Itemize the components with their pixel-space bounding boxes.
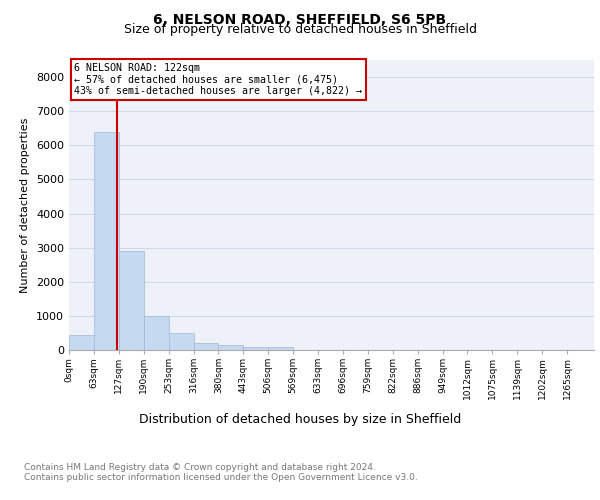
Text: 6 NELSON ROAD: 122sqm
← 57% of detached houses are smaller (6,475)
43% of semi-d: 6 NELSON ROAD: 122sqm ← 57% of detached …: [74, 63, 362, 96]
Text: Distribution of detached houses by size in Sheffield: Distribution of detached houses by size …: [139, 412, 461, 426]
Text: Size of property relative to detached houses in Sheffield: Size of property relative to detached ho…: [124, 22, 476, 36]
Bar: [244, 346, 268, 350]
Text: 6, NELSON ROAD, SHEFFIELD, S6 5PB: 6, NELSON ROAD, SHEFFIELD, S6 5PB: [154, 12, 446, 26]
Bar: [94, 132, 119, 350]
Text: Contains public sector information licensed under the Open Government Licence v3: Contains public sector information licen…: [24, 472, 418, 482]
Text: Contains HM Land Registry data © Crown copyright and database right 2024.: Contains HM Land Registry data © Crown c…: [24, 462, 376, 471]
Bar: [268, 346, 293, 350]
Bar: [194, 343, 218, 350]
Bar: [144, 316, 169, 350]
Bar: [218, 345, 244, 350]
Bar: [69, 334, 94, 350]
Y-axis label: Number of detached properties: Number of detached properties: [20, 118, 31, 292]
Bar: [119, 251, 144, 350]
Bar: [169, 333, 194, 350]
